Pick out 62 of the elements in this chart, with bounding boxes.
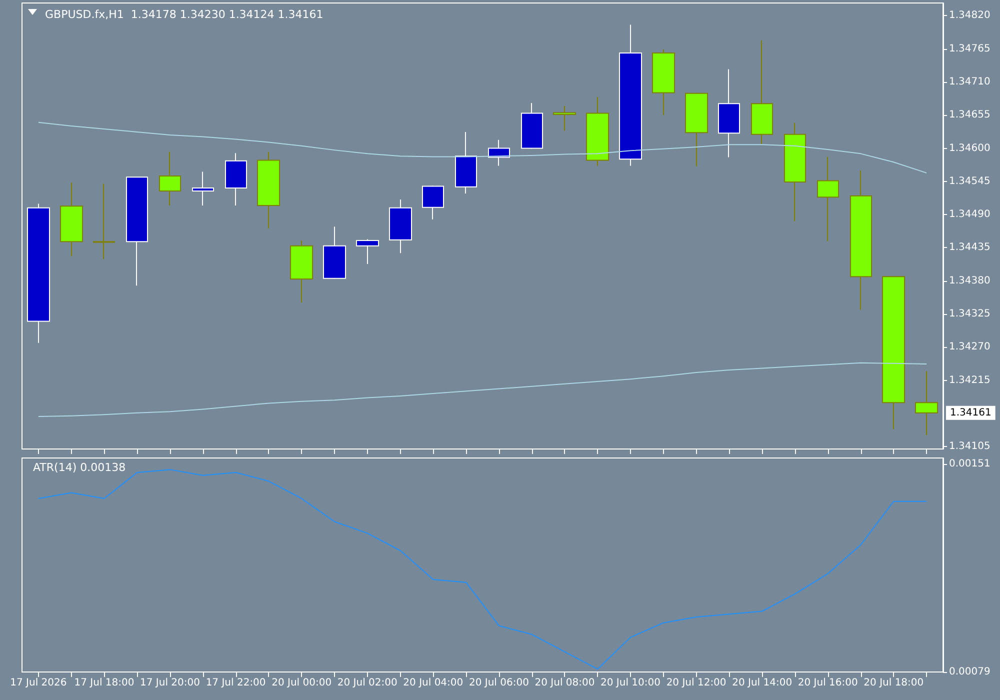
candlestick <box>225 152 247 206</box>
y-tick-label: 1.34215 <box>949 374 990 386</box>
candlestick <box>422 185 444 220</box>
y-tick-label: 1.34655 <box>949 110 990 121</box>
candlestick <box>257 151 280 229</box>
candlestick <box>685 92 708 167</box>
candlestick <box>192 171 214 206</box>
x-tick-label: 20 Jul 06:00 <box>468 678 529 688</box>
y-tick-label: 1.34105 <box>949 441 990 452</box>
line-series <box>38 362 928 417</box>
y-tick-label: 1.34490 <box>949 209 990 220</box>
candlestick <box>817 156 839 242</box>
y-tick-label: 1.34600 <box>949 142 990 154</box>
y-tick-label: 1.34380 <box>949 275 990 286</box>
x-tick-label: 17 Jul 20:00 <box>140 678 200 688</box>
candlestick <box>60 182 83 257</box>
x-tick-label: 17 Jul 18:00 <box>74 678 134 688</box>
x-tick-label: 20 Jul 04:00 <box>403 678 464 688</box>
y-tick-label: 1.34325 <box>949 308 990 320</box>
y-tick-label: 1.34765 <box>949 43 990 54</box>
candlestick <box>356 238 379 264</box>
candlestick <box>93 183 115 260</box>
candlestick <box>751 40 773 145</box>
x-tick-label: 20 Jul 10:00 <box>600 678 660 688</box>
y-tick-label: 1.34820 <box>949 10 990 22</box>
candlestick <box>27 203 50 344</box>
x-tick-label: 20 Jul 08:00 <box>534 678 595 688</box>
y-tick-label: 1.34545 <box>949 176 990 187</box>
y-tick-label: 1.34710 <box>949 76 990 88</box>
candlestick <box>586 96 609 166</box>
y-tick-label: 1.34270 <box>949 342 990 353</box>
y-tick-label: 0.00079 <box>949 666 990 678</box>
y-tick-label: 1.34435 <box>949 242 990 254</box>
candlestick <box>488 139 510 166</box>
x-tick-label: 20 Jul 02:00 <box>337 678 398 688</box>
line-series <box>38 122 928 174</box>
candlestick <box>389 198 412 254</box>
x-tick-label: 20 Jul 14:00 <box>732 678 792 688</box>
candlestick <box>126 176 148 286</box>
candlestick <box>553 106 576 132</box>
candlestick <box>882 276 905 430</box>
candlestick <box>521 102 543 150</box>
y-tick-label: 0.00151 <box>949 458 990 470</box>
candlestick <box>455 131 477 194</box>
candlestick <box>915 370 938 436</box>
candlestick <box>619 24 642 166</box>
candlestick <box>718 68 740 158</box>
x-tick-label: 20 Jul 16:00 <box>798 678 858 688</box>
candlestick <box>290 240 313 304</box>
x-tick-label: 20 Jul 18:00 <box>864 678 924 688</box>
candlestick <box>784 122 806 222</box>
text: GBPUSD.fx,H1 1.34178 1.34230 1.34124 1.34161 <box>45 8 324 21</box>
text: 1.34161 <box>950 407 992 418</box>
x-tick-label: 17 Jul 22:00 <box>206 678 266 688</box>
x-tick-label: 20 Jul 00:00 <box>272 678 332 688</box>
candlestick <box>850 170 872 310</box>
chart-title: ATR(14) 0.00138 <box>33 461 126 474</box>
x-tick-label: 20 Jul 12:00 <box>666 678 726 688</box>
candlestick <box>323 226 346 280</box>
x-tick-label: 17 Jul 2026 <box>10 678 67 688</box>
candlestick <box>652 48 675 116</box>
candlestick <box>159 151 181 206</box>
